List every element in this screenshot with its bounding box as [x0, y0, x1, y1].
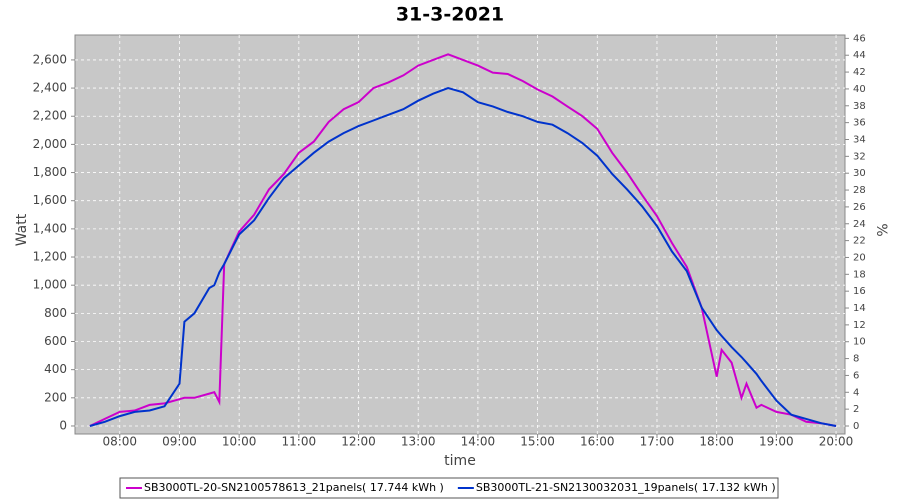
- y2-tick-label: 18: [853, 269, 866, 280]
- x-tick-label: 20:00: [819, 435, 854, 449]
- y2-tick-label: 46: [853, 33, 866, 44]
- y2-tick-label: 12: [853, 320, 866, 331]
- y-tick-label: 400: [44, 362, 67, 376]
- y2-axis-label: %: [873, 223, 889, 236]
- series-line: [89, 87, 837, 427]
- y-tick-label: 2,200: [33, 109, 67, 123]
- y2-tick-label: 2: [853, 404, 859, 415]
- y2-tick-label: 40: [853, 84, 866, 95]
- plot-area: [74, 34, 846, 435]
- legend: SB3000TL-20-SN2100578613_21panels( 17.74…: [119, 477, 779, 499]
- y2-tick-label: 34: [853, 134, 866, 145]
- y-tick-label: 1,200: [33, 250, 67, 264]
- legend-label: SB3000TL-21-SN2130032031_19panels( 17.13…: [476, 481, 776, 494]
- y-tick-label: 800: [44, 306, 67, 320]
- y2-tick-label: 32: [853, 151, 866, 162]
- y2-tick-label: 16: [853, 286, 866, 297]
- y2-tick-label: 26: [853, 202, 866, 213]
- y2-tick-label: 42: [853, 67, 866, 78]
- y-tick-label: 1,000: [33, 278, 67, 292]
- y2-tick-label: 4: [853, 387, 859, 398]
- y2-tick-label: 0: [853, 421, 859, 432]
- legend-label: SB3000TL-20-SN2100578613_21panels( 17.74…: [144, 481, 444, 494]
- y-tick-label: 200: [44, 390, 67, 404]
- x-tick-label: 10:00: [222, 435, 257, 449]
- x-tick-label: 11:00: [282, 435, 317, 449]
- y-tick-label: 2,400: [33, 81, 67, 95]
- x-tick-label: 14:00: [461, 435, 496, 449]
- y2-tick-label: 6: [853, 370, 859, 381]
- legend-box: [119, 477, 779, 499]
- x-tick-label: 13:00: [401, 435, 436, 449]
- y-tick-label: 1,800: [33, 165, 67, 179]
- y2-tick-label: 22: [853, 236, 866, 247]
- x-tick-label: 12:00: [341, 435, 376, 449]
- x-tick-label: 17:00: [640, 435, 675, 449]
- y2-tick-label: 14: [853, 303, 866, 314]
- y2-tick-label: 24: [853, 219, 866, 230]
- x-tick-label: 16:00: [580, 435, 615, 449]
- y2-tick-label: 8: [853, 354, 859, 365]
- y2-tick-label: 20: [853, 252, 866, 263]
- y-axis-label: Watt: [14, 213, 30, 246]
- x-tick-label: 09:00: [162, 435, 197, 449]
- x-tick-label: 15:00: [520, 435, 555, 449]
- y2-tick-label: 30: [853, 168, 866, 179]
- y2-tick-label: 44: [853, 50, 866, 61]
- y2-tick-label: 10: [853, 337, 866, 348]
- series-line: [89, 53, 837, 427]
- x-tick-label: 18:00: [699, 435, 734, 449]
- y2-tick-label: 28: [853, 185, 866, 196]
- y2-tick-label: 38: [853, 101, 866, 112]
- chart-title: 31-3-2021: [396, 4, 504, 26]
- y-tick-label: 600: [44, 334, 67, 348]
- y-tick-label: 2,000: [33, 137, 67, 151]
- y-tick-label: 1,400: [33, 221, 67, 235]
- y-tick-label: 2,600: [33, 52, 67, 66]
- x-axis-label: time: [444, 453, 476, 469]
- y-tick-label: 0: [59, 418, 67, 432]
- y2-tick-label: 36: [853, 118, 866, 129]
- x-tick-label: 08:00: [102, 435, 137, 449]
- y-tick-label: 1,600: [33, 193, 67, 207]
- x-tick-label: 19:00: [759, 435, 794, 449]
